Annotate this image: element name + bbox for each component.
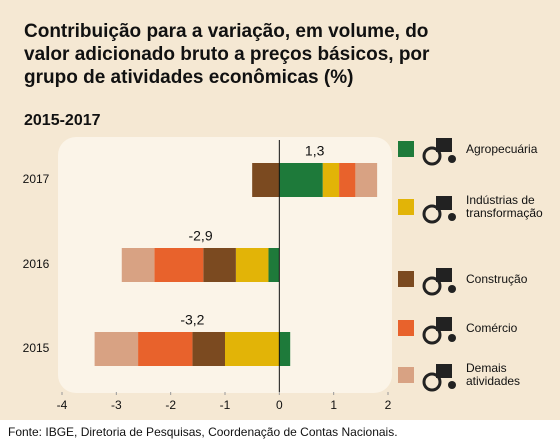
x-tick-label: 0 [276,398,283,412]
icon-part [436,268,452,282]
bar-segment [121,248,155,282]
icon-part [422,372,442,392]
legend-swatch [398,367,414,383]
x-tick-label: 2 [385,398,392,412]
chart-subtitle: 2015-2017 [24,112,101,129]
bar-segment [339,163,356,197]
legend-swatch [398,271,414,287]
bar-segment [268,248,280,282]
icon-part [448,155,456,163]
legend-label: Agropecuária [466,141,538,156]
legend-icon [422,317,456,345]
bar-segment [138,332,193,366]
source: Fonte: IBGE, Diretoria de Pesquisas, Coo… [8,425,398,439]
y-tick-label: 2017 [23,172,50,186]
bar-segment [279,332,291,366]
y-tick-label: 2015 [23,341,50,355]
legend-item: Indústrias de transformação [398,190,558,224]
legend-label: Comércio [466,320,518,335]
legend-item: Agropecuária [398,132,558,166]
legend-swatch [398,141,414,157]
legend-item: Construção [398,262,558,296]
legend-icon [422,268,456,296]
icon-part [436,196,452,210]
bar-segment [355,163,378,197]
legend-label: Indústrias de transformação [466,193,543,220]
legend-item: Comércio [398,311,558,345]
legend-icon [422,196,456,224]
bar-segment [279,163,323,197]
icon-part [448,334,456,342]
legend-item: Demais atividades [398,358,558,392]
bar-segment [203,248,236,282]
legend-swatch [398,320,414,336]
legend-label: Construção [466,271,528,286]
icon-part [422,325,442,345]
bar-segment [225,332,280,366]
x-tick-label: -2 [165,398,176,412]
bar-segment [235,248,269,282]
bar-segment [192,332,225,366]
total-label: -3,2 [180,312,204,328]
bar-segment [252,163,280,197]
icon-part [422,276,442,296]
icon-part [448,213,456,221]
x-tick-label: -4 [57,398,68,412]
y-tick-label: 2016 [23,257,50,271]
icon-part [422,204,442,224]
icon-part [436,138,452,152]
x-tick-label: -1 [220,398,231,412]
legend-icon [422,138,456,166]
icon-part [436,364,452,378]
x-tick-label: 1 [330,398,337,412]
x-tick-label: -3 [111,398,122,412]
icon-part [422,146,442,166]
bar-segment [154,248,204,282]
legend-icon [422,364,456,392]
chart-title: Contribuição para a variação, em volume,… [24,21,430,88]
icon-part [448,381,456,389]
total-label: -2,9 [188,228,212,244]
legend-swatch [398,199,414,215]
icon-part [436,317,452,331]
legend-label: Demais atividades [466,361,521,388]
icon-part [448,285,456,293]
bar-segment [322,163,340,197]
total-label: 1,3 [305,143,325,159]
bar-segment [94,332,139,366]
chart: -4 -3 -2 -1 0 1 2 2017 1,3 2016 -2,9 2015 -3,2 [23,137,392,412]
